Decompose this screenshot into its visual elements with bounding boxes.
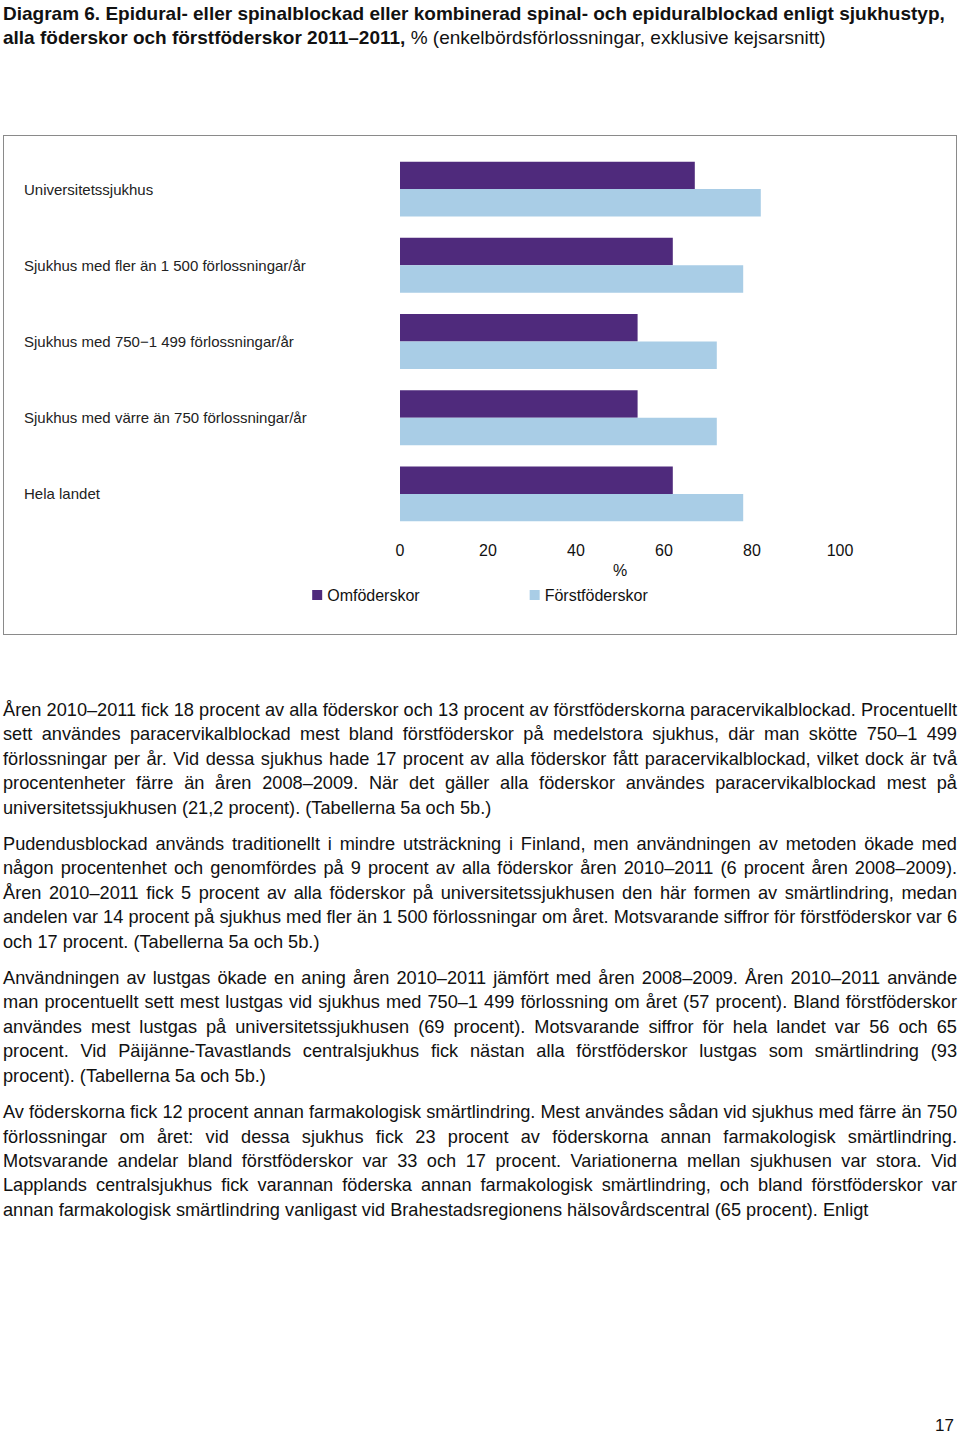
svg-text:Förstföderskor: Förstföderskor xyxy=(545,587,649,604)
html-text:Pudendusblockad används tradit: Pudendusblockad används traditionellt i … xyxy=(3,834,957,952)
svg-text:0: 0 xyxy=(396,542,405,559)
svg-text:Omföderskor: Omföderskor xyxy=(327,587,420,604)
svg-text:%: % xyxy=(613,562,627,579)
html-text:17: 17 xyxy=(935,1416,954,1435)
svg-text:Hela landet: Hela landet xyxy=(24,485,101,502)
svg-text:Sjukhus med 750−1 499 förlossn: Sjukhus med 750−1 499 förlossningar/år xyxy=(24,333,294,350)
html-text:Åren 2010–2011 fick 18 procent: Åren 2010–2011 fick 18 procent av alla f… xyxy=(3,700,957,818)
html-text:Användningen av lustgas ökade: Användningen av lustgas ökade en aning å… xyxy=(3,968,957,1086)
svg-text:40: 40 xyxy=(567,542,585,559)
svg-text:80: 80 xyxy=(743,542,761,559)
svg-text:Sjukhus med värre än 750 förlo: Sjukhus med värre än 750 förlossningar/å… xyxy=(24,409,307,426)
html-text:Av föderskorna fick 12 procent: Av föderskorna fick 12 procent annan far… xyxy=(3,1102,957,1220)
svg-text:100: 100 xyxy=(827,542,854,559)
svg-text:20: 20 xyxy=(479,542,497,559)
html-text:Diagram 6. Epidural- eller spi: Diagram 6. Epidural- eller spinalblockad… xyxy=(3,3,945,48)
svg-text:60: 60 xyxy=(655,542,673,559)
svg-text:Universitetssjukhus: Universitetssjukhus xyxy=(24,181,153,198)
svg-text:Sjukhus med fler än 1 500 förl: Sjukhus med fler än 1 500 förlossningar/… xyxy=(24,257,306,274)
